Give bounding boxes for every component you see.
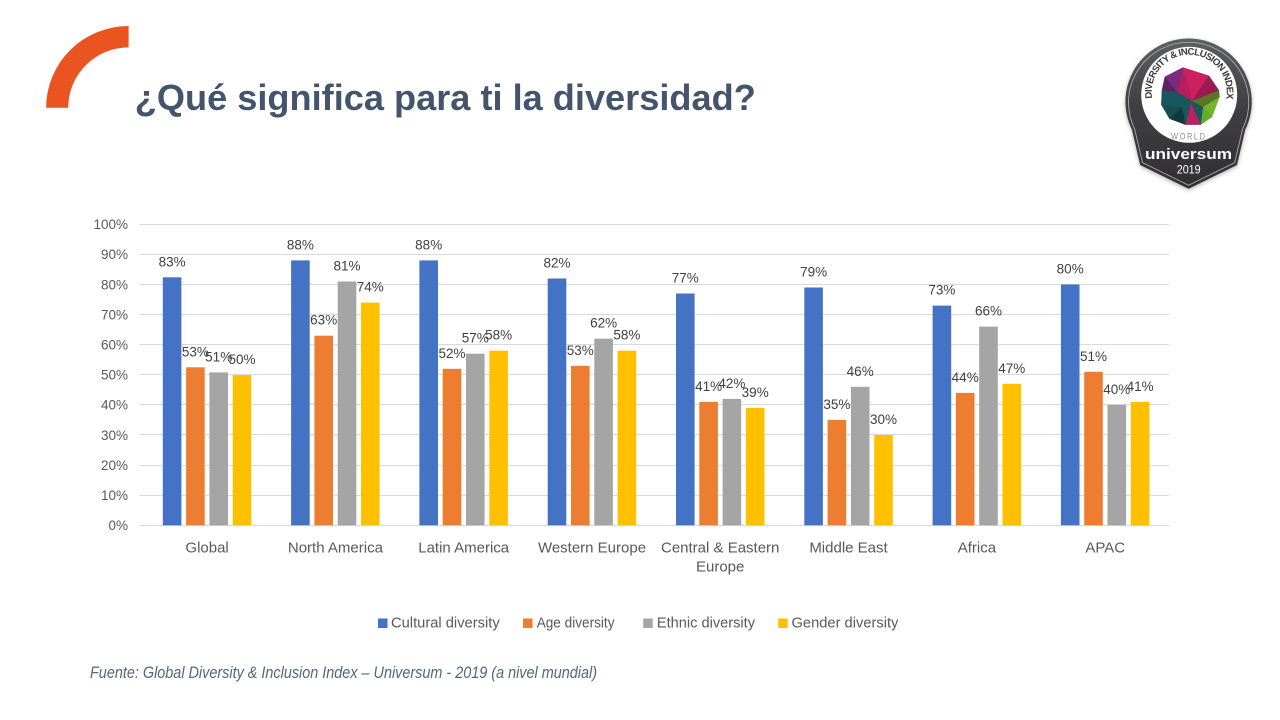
svg-text:53%: 53%	[567, 343, 594, 358]
svg-text:83%: 83%	[159, 254, 186, 269]
svg-text:2019: 2019	[1177, 163, 1201, 177]
svg-text:Africa: Africa	[958, 539, 997, 556]
svg-text:52%: 52%	[438, 346, 465, 361]
svg-text:0%: 0%	[108, 518, 128, 533]
svg-text:APAC: APAC	[1085, 539, 1125, 556]
svg-text:Global: Global	[185, 539, 228, 556]
svg-text:51%: 51%	[1080, 349, 1107, 364]
svg-text:80%: 80%	[101, 277, 128, 292]
svg-text:82%: 82%	[543, 256, 570, 271]
svg-text:66%: 66%	[975, 304, 1002, 319]
svg-text:30%: 30%	[870, 412, 897, 427]
svg-text:39%: 39%	[742, 385, 769, 400]
svg-text:70%: 70%	[101, 307, 128, 322]
svg-text:44%: 44%	[952, 370, 979, 385]
svg-text:universum: universum	[1145, 146, 1232, 163]
svg-text:40%: 40%	[101, 398, 128, 413]
svg-text:53%: 53%	[182, 344, 209, 359]
svg-text:Ethnic diversity: Ethnic diversity	[657, 614, 756, 631]
svg-text:74%: 74%	[357, 280, 384, 295]
svg-text:88%: 88%	[287, 237, 314, 252]
svg-text:30%: 30%	[101, 428, 128, 443]
svg-text:40%: 40%	[1103, 382, 1130, 397]
svg-text:41%: 41%	[1127, 379, 1154, 394]
svg-text:60%: 60%	[101, 338, 128, 353]
svg-text:10%: 10%	[101, 488, 128, 503]
svg-text:Middle East: Middle East	[809, 539, 888, 556]
svg-text:35%: 35%	[823, 397, 850, 412]
svg-text:42%: 42%	[718, 376, 745, 391]
svg-text:77%: 77%	[672, 271, 699, 286]
svg-text:Gender diversity: Gender diversity	[792, 614, 899, 631]
svg-text:58%: 58%	[613, 328, 640, 343]
svg-text:50%: 50%	[101, 368, 128, 383]
svg-text:Age diversity: Age diversity	[537, 614, 615, 631]
svg-text:41%: 41%	[695, 379, 722, 394]
svg-text:Latin America: Latin America	[418, 539, 510, 556]
svg-text:46%: 46%	[847, 364, 874, 379]
svg-text:Western Europe: Western Europe	[538, 539, 646, 556]
svg-text:62%: 62%	[590, 316, 617, 331]
svg-text:51%: 51%	[205, 349, 232, 364]
svg-text:58%: 58%	[485, 328, 512, 343]
svg-text:57%: 57%	[462, 331, 489, 346]
svg-text:90%: 90%	[101, 247, 128, 262]
svg-text:Cultural diversity: Cultural diversity	[391, 614, 500, 631]
svg-text:73%: 73%	[928, 283, 955, 298]
svg-text:80%: 80%	[1057, 262, 1084, 277]
svg-text:47%: 47%	[998, 361, 1025, 376]
svg-text:Europe: Europe	[696, 558, 744, 575]
svg-text:50%: 50%	[228, 352, 255, 367]
svg-text:88%: 88%	[415, 237, 442, 252]
svg-text:WORLD: WORLD	[1171, 131, 1207, 142]
svg-text:81%: 81%	[333, 259, 360, 274]
svg-text:63%: 63%	[310, 313, 337, 328]
svg-text:79%: 79%	[800, 265, 827, 280]
svg-text:Fuente: Global Diversity & Inc: Fuente: Global Diversity & Inclusion Ind…	[90, 664, 597, 682]
svg-text:20%: 20%	[101, 458, 128, 473]
svg-text:North America: North America	[288, 539, 384, 556]
svg-text:Central & Eastern: Central & Eastern	[661, 539, 779, 556]
svg-text:100%: 100%	[93, 217, 128, 232]
svg-text:¿Qué significa para ti la dive: ¿Qué significa para ti la diversidad?	[135, 77, 756, 118]
